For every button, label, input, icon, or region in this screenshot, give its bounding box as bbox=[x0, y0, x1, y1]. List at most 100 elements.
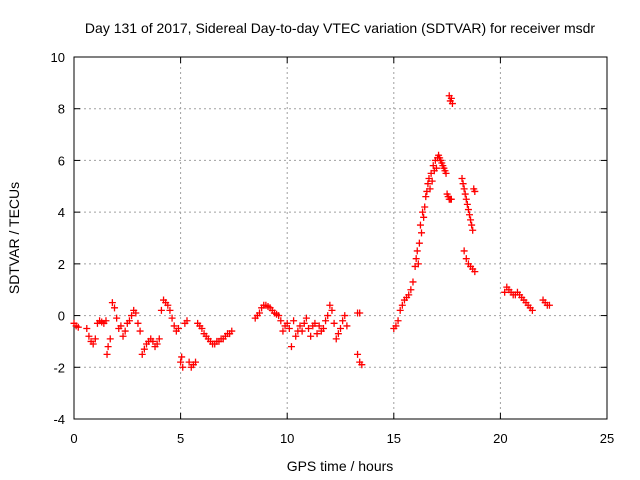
data-point bbox=[183, 317, 191, 325]
data-point bbox=[471, 268, 479, 276]
data-point bbox=[104, 343, 112, 351]
x-tick-label: 0 bbox=[70, 431, 77, 446]
data-point bbox=[339, 317, 347, 325]
data-point bbox=[419, 208, 427, 216]
x-tick-label: 15 bbox=[387, 431, 401, 446]
data-point bbox=[313, 330, 321, 338]
data-point bbox=[420, 213, 428, 221]
data-point bbox=[198, 325, 206, 332]
data-point bbox=[412, 255, 420, 263]
data-point bbox=[292, 332, 300, 340]
data-point bbox=[461, 190, 469, 198]
data-point bbox=[192, 358, 200, 366]
data-point bbox=[106, 335, 114, 343]
data-point bbox=[153, 340, 161, 348]
data-point bbox=[413, 247, 421, 255]
data-point bbox=[170, 322, 178, 330]
data-point bbox=[102, 317, 110, 325]
data-point bbox=[398, 301, 406, 309]
y-tick-label: 2 bbox=[58, 257, 65, 272]
data-point bbox=[460, 185, 468, 193]
data-point bbox=[464, 206, 472, 214]
x-tick-label: 25 bbox=[600, 431, 614, 446]
data-point bbox=[394, 317, 402, 325]
y-tick-label: 10 bbox=[51, 50, 65, 65]
data-point bbox=[469, 226, 477, 234]
data-point bbox=[108, 299, 116, 307]
data-point bbox=[85, 332, 93, 340]
data-point bbox=[311, 319, 319, 327]
data-point bbox=[471, 187, 479, 195]
y-axis-label: SDTVAR / TECUs bbox=[6, 182, 22, 294]
data-point bbox=[330, 319, 338, 327]
data-point bbox=[415, 239, 423, 247]
data-point bbox=[468, 221, 476, 229]
data-point bbox=[328, 306, 336, 314]
data-point bbox=[501, 288, 509, 296]
data-point bbox=[275, 312, 283, 320]
data-point bbox=[128, 312, 136, 320]
data-point bbox=[332, 335, 340, 343]
data-point bbox=[296, 322, 304, 330]
data-point bbox=[83, 325, 91, 332]
data-point bbox=[356, 309, 364, 317]
y-axis-ticks: -4 -2 0 2 4 6 8 10 bbox=[51, 50, 607, 427]
data-point bbox=[74, 323, 82, 331]
data-point bbox=[341, 312, 349, 320]
data-point bbox=[465, 211, 473, 219]
data-point bbox=[302, 314, 310, 322]
data-point bbox=[459, 180, 467, 188]
plot-border bbox=[73, 56, 608, 420]
data-point bbox=[178, 353, 186, 361]
data-point bbox=[458, 175, 466, 183]
data-point bbox=[322, 317, 330, 325]
data-point bbox=[277, 317, 285, 325]
data-point bbox=[113, 314, 121, 322]
y-tick-label: 0 bbox=[58, 309, 65, 324]
data-point bbox=[177, 358, 185, 366]
data-point bbox=[255, 309, 263, 317]
data-point bbox=[462, 195, 470, 203]
data-point bbox=[179, 363, 187, 371]
data-point bbox=[157, 306, 165, 314]
y-tick-label: -2 bbox=[53, 360, 65, 375]
data-point bbox=[91, 335, 99, 343]
data-point bbox=[421, 203, 429, 211]
data-point bbox=[447, 94, 455, 102]
data-point bbox=[315, 322, 323, 330]
data-point bbox=[337, 325, 344, 332]
data-point bbox=[358, 361, 366, 369]
data-point bbox=[447, 195, 455, 203]
data-point bbox=[307, 332, 315, 340]
data-point bbox=[119, 332, 127, 340]
data-point bbox=[121, 327, 129, 335]
data-point bbox=[324, 312, 332, 320]
data-point bbox=[424, 180, 432, 188]
data-point bbox=[134, 319, 142, 327]
y-tick-label: 6 bbox=[58, 153, 65, 168]
data-point bbox=[174, 325, 182, 332]
data-points bbox=[70, 92, 553, 371]
data-point bbox=[228, 327, 236, 335]
chart-title: Day 131 of 2017, Sidereal Day-to-day VTE… bbox=[85, 20, 595, 36]
data-point bbox=[164, 301, 172, 309]
data-point bbox=[392, 322, 400, 330]
data-point bbox=[125, 317, 133, 325]
data-point bbox=[305, 325, 313, 332]
data-point bbox=[111, 304, 119, 312]
data-point bbox=[463, 200, 471, 208]
y-tick-label: 4 bbox=[58, 205, 65, 220]
data-point bbox=[409, 278, 417, 286]
data-point bbox=[185, 358, 193, 366]
data-point bbox=[140, 345, 148, 353]
data-point bbox=[460, 247, 468, 255]
data-point bbox=[528, 306, 536, 314]
data-point bbox=[405, 291, 413, 299]
data-point bbox=[283, 319, 291, 327]
data-point bbox=[354, 350, 362, 358]
data-point bbox=[428, 177, 436, 185]
data-point bbox=[414, 260, 422, 268]
data-point bbox=[287, 343, 295, 351]
data-point bbox=[467, 216, 475, 224]
